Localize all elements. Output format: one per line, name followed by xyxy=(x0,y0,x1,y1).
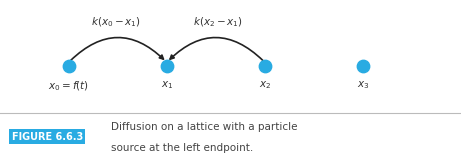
Point xyxy=(359,64,366,67)
Text: $x_0 = f(t)$: $x_0 = f(t)$ xyxy=(48,79,89,93)
Point xyxy=(65,64,72,67)
Text: Diffusion on a lattice with a particle: Diffusion on a lattice with a particle xyxy=(111,122,297,132)
Text: $k(x_2-x_1)$: $k(x_2-x_1)$ xyxy=(193,16,243,29)
Text: $k(x_0-x_1)$: $k(x_0-x_1)$ xyxy=(91,16,141,29)
Text: $x_3$: $x_3$ xyxy=(357,79,369,91)
Text: source at the left endpoint.: source at the left endpoint. xyxy=(111,143,253,153)
Text: $x_1$: $x_1$ xyxy=(160,79,173,91)
FancyArrowPatch shape xyxy=(170,38,263,60)
Text: $x_2$: $x_2$ xyxy=(259,79,271,91)
FancyArrowPatch shape xyxy=(71,38,163,60)
Point xyxy=(261,64,268,67)
Point xyxy=(163,64,171,67)
Text: FIGURE 6.6.3: FIGURE 6.6.3 xyxy=(12,132,83,142)
